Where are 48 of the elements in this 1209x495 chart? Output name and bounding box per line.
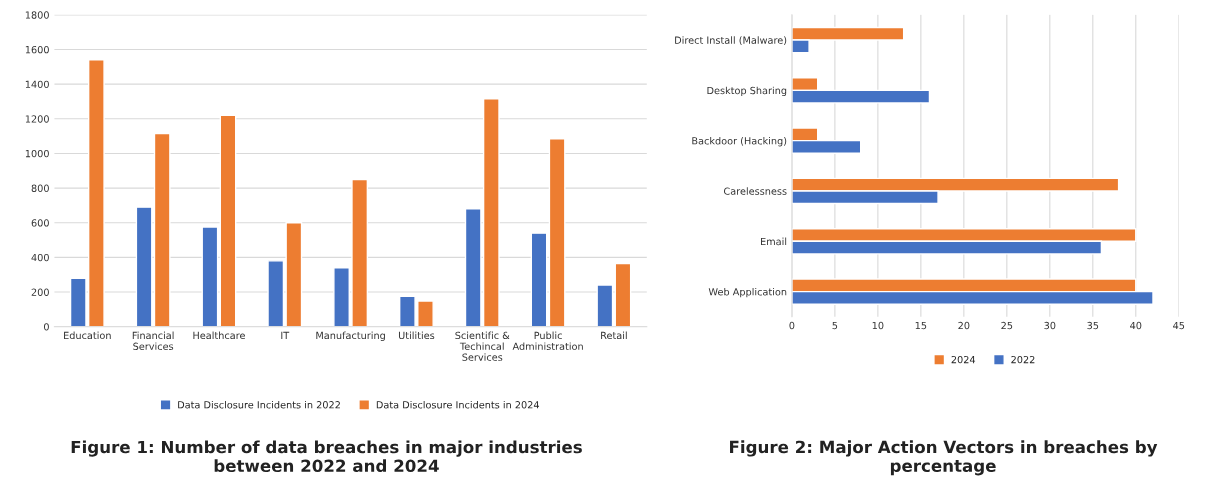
x-tick-label: Financial Services bbox=[132, 331, 174, 350]
y-tick-label: Direct Install (Malware) bbox=[675, 36, 787, 45]
bar bbox=[135, 206, 153, 327]
x-tick-label: 40 bbox=[1130, 321, 1142, 330]
x-tick-label: 45 bbox=[1173, 321, 1185, 330]
y-tick-label: 1800 bbox=[25, 11, 49, 19]
y-tick-label: 1600 bbox=[25, 45, 49, 54]
bar bbox=[219, 114, 237, 327]
y-tick-label: 800 bbox=[31, 184, 49, 192]
x-tick-label: 20 bbox=[958, 321, 970, 330]
x-tick-label: 10 bbox=[872, 321, 884, 330]
bar bbox=[548, 138, 566, 327]
y-tick-label: Carelessness bbox=[723, 187, 787, 195]
x-tick-label: 25 bbox=[1001, 321, 1013, 330]
x-tick-label: IT bbox=[281, 331, 290, 339]
x-tick-label: Public Administration bbox=[512, 331, 583, 350]
y-tick-label: 200 bbox=[31, 288, 49, 296]
x-tick-label: Manufacturing bbox=[316, 331, 385, 341]
x-tick-label: 5 bbox=[832, 321, 838, 330]
y-tick-label: Backdoor (Hacking) bbox=[692, 136, 787, 147]
y-tick-label: 1400 bbox=[25, 80, 49, 88]
legend-label: Data Disclosure Incidents in 2022 bbox=[178, 400, 340, 409]
y-tick-label: Web Application bbox=[708, 287, 787, 298]
x-tick-label: 15 bbox=[915, 321, 927, 330]
y-tick-label: 1000 bbox=[25, 149, 49, 158]
legend-label: 2024 bbox=[951, 355, 976, 364]
text: Figure 1: Number of data breaches in major industries between 2022 and 2024 bbox=[71, 440, 582, 473]
x-tick-label: Education bbox=[64, 331, 111, 340]
bar bbox=[530, 232, 548, 327]
legend-label: Data Disclosure Incidents in 2024 bbox=[376, 400, 540, 409]
text: Figure 2: Major Action Vectors in breaches by percentage bbox=[730, 440, 1158, 476]
x-tick-label: Utilities bbox=[398, 331, 435, 340]
y-tick-label: Desktop Sharing bbox=[707, 86, 787, 97]
legend-label: 2022 bbox=[1011, 355, 1035, 364]
bar bbox=[153, 132, 171, 327]
bar bbox=[596, 284, 614, 327]
y-tick-label: 1200 bbox=[25, 115, 49, 123]
bar bbox=[614, 262, 632, 327]
x-tick-label: Retail bbox=[601, 331, 627, 340]
x-tick-label: 35 bbox=[1087, 321, 1099, 330]
y-tick-label: 400 bbox=[31, 253, 49, 262]
bar bbox=[201, 226, 219, 327]
x-tick-label: Healthcare bbox=[193, 331, 245, 340]
y-tick-label: 600 bbox=[31, 219, 49, 227]
y-tick-label: Email bbox=[761, 237, 787, 246]
x-tick-label: Scientific & Techincal Services bbox=[455, 331, 510, 361]
x-tick-label: 0 bbox=[789, 321, 795, 330]
x-tick-label: 30 bbox=[1044, 321, 1056, 330]
